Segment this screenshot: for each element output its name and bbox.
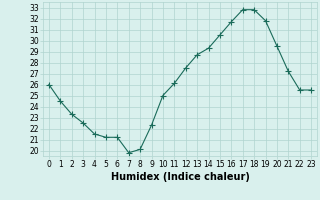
X-axis label: Humidex (Indice chaleur): Humidex (Indice chaleur) [111, 172, 249, 182]
